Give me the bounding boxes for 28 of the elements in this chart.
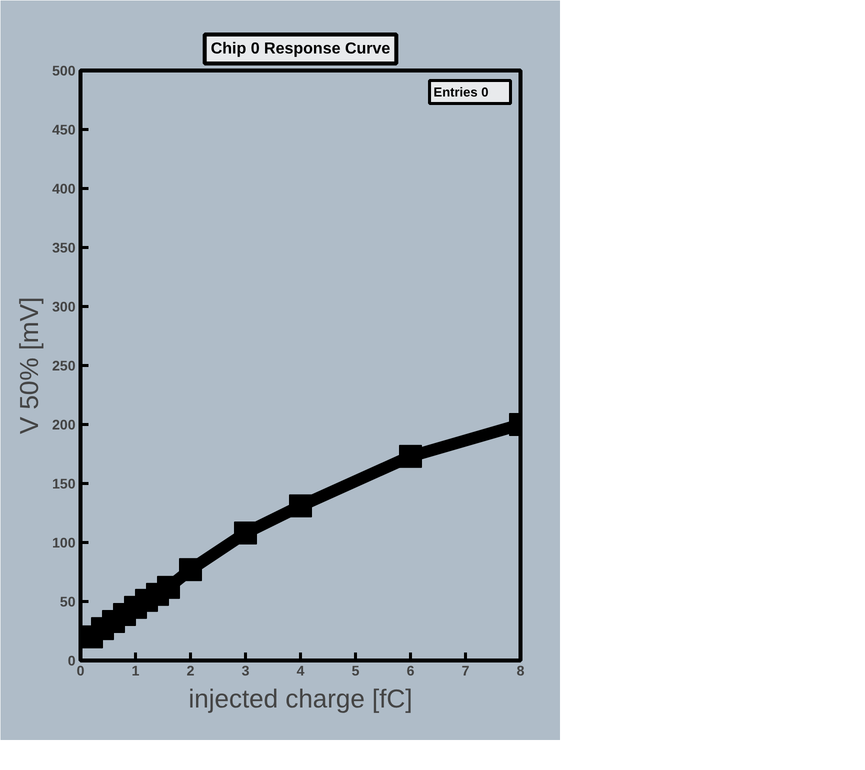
y-tick-label: 350: [52, 240, 76, 256]
chart-title: Chip 0 Response Curve: [210, 40, 390, 58]
y-tick-label: 250: [52, 358, 76, 374]
y-tick-label: 100: [52, 534, 76, 550]
y-tick-label: 200: [52, 416, 76, 432]
y-tick-label: 150: [52, 476, 76, 492]
y-tick-label: 400: [52, 180, 76, 196]
point: [234, 522, 257, 545]
x-tick-label: 3: [242, 662, 250, 678]
x-tick-label: 8: [516, 662, 525, 678]
x-tick-label: 6: [406, 662, 415, 678]
x-tick-label: 4: [296, 662, 305, 678]
point: [157, 576, 180, 599]
x-tick-label: 7: [462, 662, 470, 678]
point: [179, 558, 202, 582]
y-tick-label: 300: [52, 298, 76, 314]
y-tick-label: 500: [52, 62, 76, 78]
y-axis-title: V 50% [mV]: [14, 296, 44, 434]
y-tick-label: 450: [52, 122, 76, 138]
x-tick-label: 5: [352, 662, 360, 678]
annotation: Entries 0: [434, 84, 488, 100]
x-tick-label: 1: [132, 662, 140, 678]
x-axis-title: injected charge [fC]: [188, 684, 413, 714]
x-tick-label: 2: [186, 662, 195, 678]
y-tick-label: 0: [68, 652, 76, 668]
y-tick-label: 50: [60, 594, 76, 610]
point: [289, 494, 312, 518]
point: [399, 444, 422, 468]
